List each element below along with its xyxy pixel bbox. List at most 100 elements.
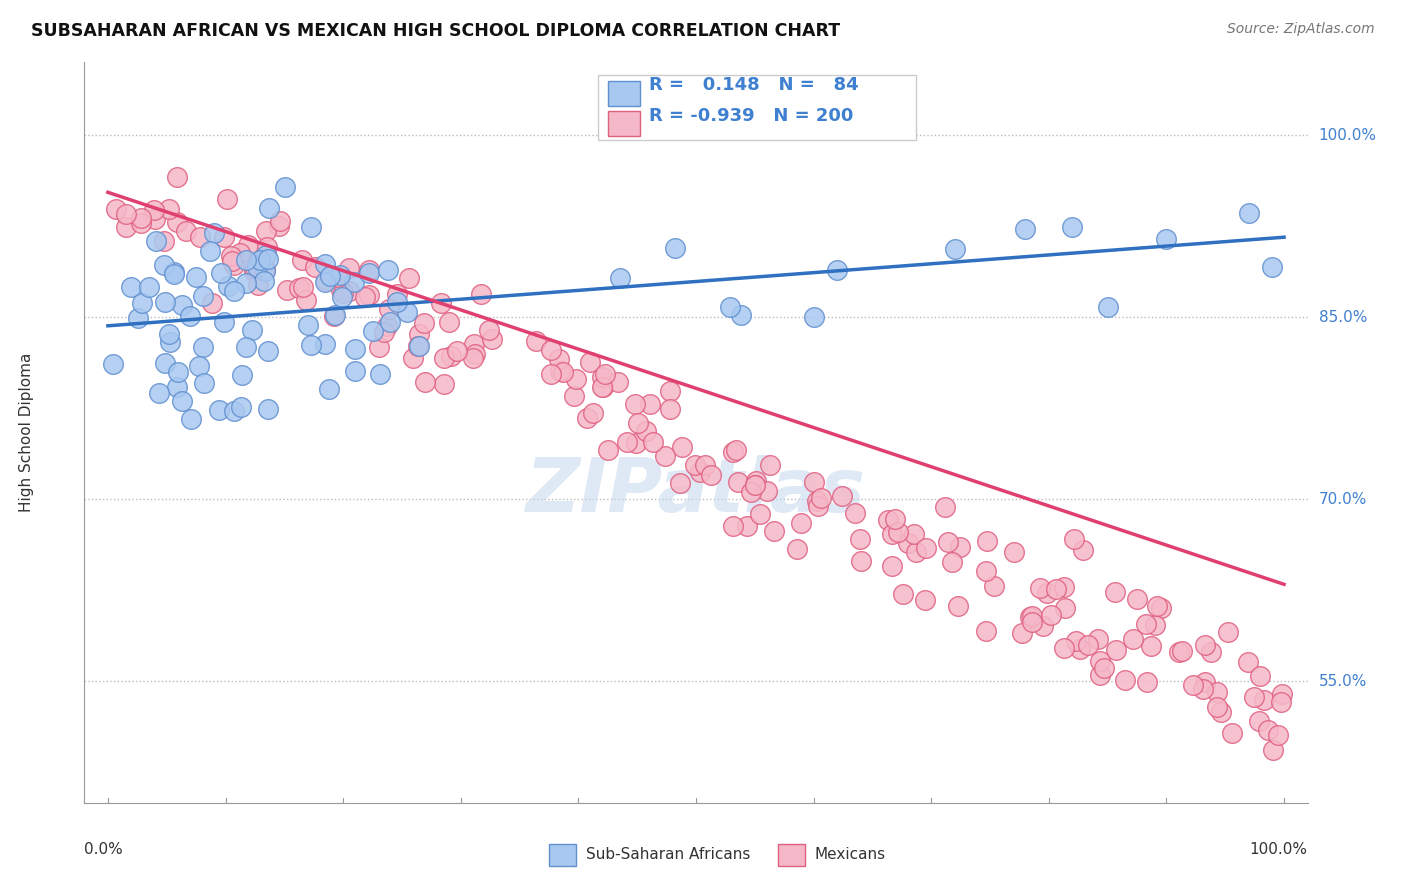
Point — [202, 226, 225, 240]
Point — [292, 280, 315, 294]
Point — [884, 511, 907, 525]
Point — [437, 315, 460, 329]
Point — [1053, 580, 1076, 594]
Point — [433, 377, 456, 392]
Point — [756, 483, 779, 498]
Point — [200, 244, 222, 259]
Point — [914, 592, 936, 607]
Point — [904, 545, 927, 559]
Point — [623, 397, 645, 411]
Point — [1267, 728, 1289, 742]
Point — [547, 352, 569, 367]
Point — [378, 301, 401, 316]
Point — [1167, 645, 1189, 659]
Text: 0.0%: 0.0% — [84, 842, 124, 856]
Point — [575, 411, 598, 425]
Point — [186, 269, 208, 284]
FancyBboxPatch shape — [598, 75, 917, 140]
Point — [153, 258, 176, 272]
Point — [323, 309, 346, 323]
Point — [763, 524, 786, 539]
Point — [259, 201, 281, 215]
Point — [1045, 582, 1067, 596]
Point — [256, 248, 278, 262]
Point — [548, 364, 571, 378]
Point — [398, 271, 420, 285]
Point — [254, 224, 277, 238]
Point — [1105, 643, 1128, 657]
Point — [299, 338, 322, 352]
Point — [299, 219, 322, 234]
Point — [153, 294, 176, 309]
Point — [1126, 592, 1149, 607]
Point — [1192, 682, 1215, 697]
Point — [1087, 632, 1109, 647]
Text: High School Diploma: High School Diploma — [18, 353, 34, 512]
Point — [749, 507, 772, 521]
Point — [877, 512, 900, 526]
Point — [941, 555, 963, 569]
Point — [377, 263, 399, 277]
Point — [848, 533, 870, 547]
Point — [1253, 692, 1275, 706]
Point — [1071, 542, 1094, 557]
FancyBboxPatch shape — [607, 111, 640, 136]
Point — [387, 286, 409, 301]
Point — [723, 445, 745, 459]
Point — [1136, 674, 1159, 689]
Point — [170, 298, 193, 312]
Point — [464, 346, 486, 360]
Point — [1139, 639, 1161, 653]
Point — [1249, 669, 1271, 683]
Point — [256, 240, 278, 254]
Point — [318, 382, 340, 396]
Point — [825, 262, 848, 277]
Point — [880, 558, 903, 573]
Point — [638, 397, 661, 411]
Point — [592, 380, 614, 394]
Point — [297, 318, 319, 333]
Text: SUBSAHARAN AFRICAN VS MEXICAN HIGH SCHOOL DIPLOMA CORRELATION CHART: SUBSAHARAN AFRICAN VS MEXICAN HIGH SCHOO… — [31, 22, 839, 40]
Point — [807, 500, 830, 514]
Text: 55.0%: 55.0% — [1319, 674, 1367, 689]
Point — [221, 253, 243, 268]
Point — [810, 491, 832, 506]
Point — [148, 385, 170, 400]
Point — [353, 290, 375, 304]
Point — [949, 540, 972, 554]
Point — [209, 266, 232, 280]
Point — [1062, 220, 1084, 235]
Point — [562, 389, 585, 403]
Point — [114, 207, 136, 221]
Point — [481, 332, 503, 346]
Point — [730, 308, 752, 322]
Point — [332, 285, 354, 300]
Point — [343, 364, 366, 378]
Point — [179, 309, 201, 323]
Point — [329, 268, 352, 282]
Point — [564, 372, 586, 386]
Point — [215, 192, 238, 206]
Point — [721, 518, 744, 533]
Point — [361, 324, 384, 338]
Point — [253, 262, 276, 277]
Point — [166, 380, 188, 394]
Point — [718, 300, 741, 314]
Point — [744, 477, 766, 491]
Point — [1199, 645, 1222, 659]
Point — [1021, 615, 1043, 629]
Point — [758, 458, 780, 472]
Point — [1270, 695, 1292, 709]
Point — [744, 478, 766, 492]
Point — [291, 253, 314, 268]
Text: Mexicans: Mexicans — [814, 847, 886, 863]
Point — [101, 357, 124, 371]
Point — [727, 475, 749, 489]
Point — [129, 211, 152, 225]
Point — [831, 489, 853, 503]
Point — [247, 278, 270, 293]
Point — [344, 343, 367, 357]
Point — [163, 268, 186, 282]
Point — [131, 296, 153, 310]
Point — [314, 275, 336, 289]
